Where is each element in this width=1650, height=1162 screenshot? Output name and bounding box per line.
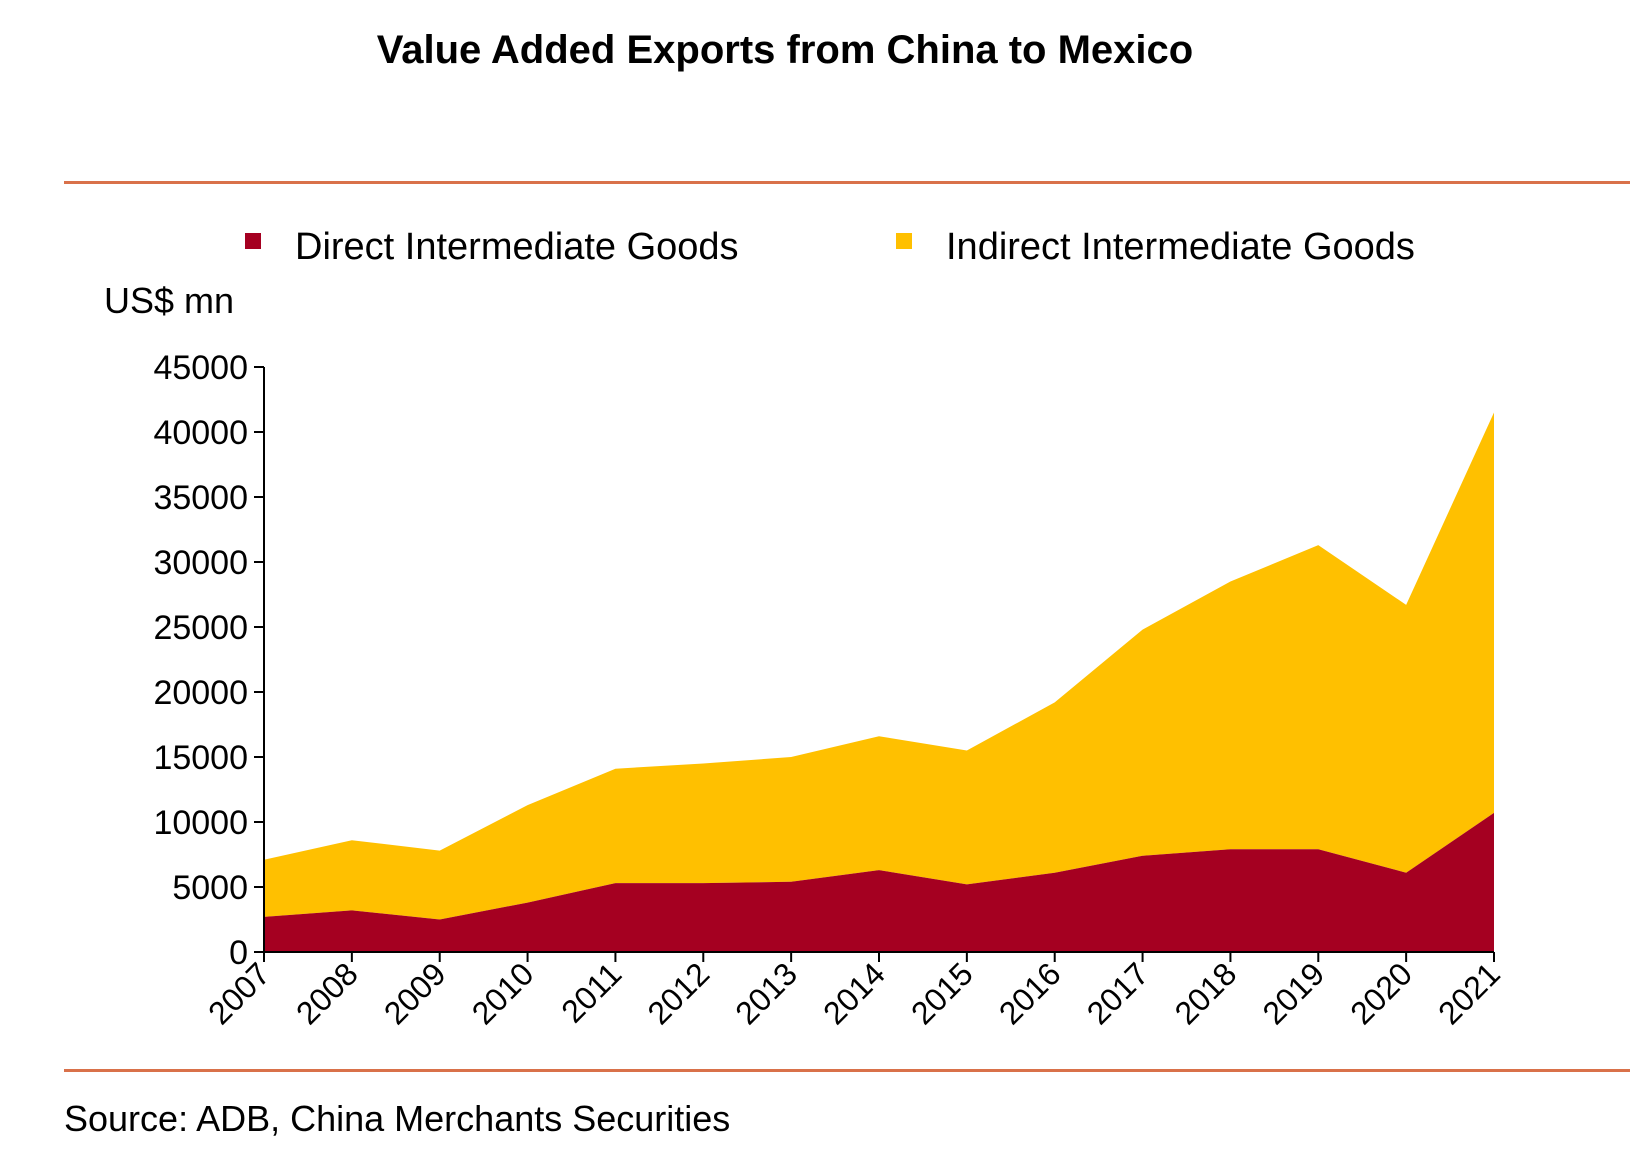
x-tick-label: 2013	[728, 955, 804, 1031]
y-tick-label: 20000	[153, 674, 248, 712]
x-tick-label: 2021	[1431, 955, 1507, 1031]
x-tick-label: 2015	[904, 955, 980, 1031]
x-tick-label: 2008	[289, 955, 365, 1031]
y-tick-label: 10000	[153, 804, 248, 842]
legend-label-direct: Direct Intermediate Goods	[295, 226, 739, 268]
y-tick-label: 40000	[153, 414, 248, 452]
source-note: Source: ADB, China Merchants Securities	[64, 1098, 731, 1139]
x-tick-label: 2011	[554, 955, 628, 1029]
y-tick-label: 0	[229, 934, 248, 972]
chart-title: Value Added Exports from China to Mexico	[376, 28, 1194, 72]
legend-item-direct: Direct Intermediate Goods	[245, 226, 739, 269]
y-tick-label: 25000	[153, 609, 248, 647]
legend-item-indirect: Indirect Intermediate Goods	[896, 226, 1415, 269]
y-tick-label: 5000	[172, 869, 248, 907]
legend-swatch-direct	[245, 232, 261, 249]
series-area-direct	[264, 812, 1494, 952]
x-tick-label: 2007	[201, 955, 277, 1031]
y-tick-label: 15000	[153, 739, 248, 777]
x-tick-label: 2020	[1343, 955, 1419, 1031]
x-tick-label: 2016	[992, 955, 1068, 1031]
legend-swatch-indirect	[896, 232, 912, 249]
x-tick-label: 2010	[465, 955, 541, 1031]
bottom-divider	[64, 1069, 1630, 1072]
y-tick-label: 35000	[153, 479, 248, 517]
series-area-indirect	[264, 412, 1494, 920]
x-tick-label: 2009	[377, 955, 453, 1031]
y-tick-label: 30000	[153, 544, 248, 582]
top-divider	[64, 181, 1630, 184]
x-tick-label: 2014	[816, 955, 892, 1031]
y-tick-label: 45000	[153, 349, 248, 387]
legend-label-indirect: Indirect Intermediate Goods	[946, 226, 1415, 268]
x-tick-label: 2012	[640, 955, 716, 1031]
x-tick-label: 2019	[1255, 955, 1331, 1031]
y-axis-label: US$ mn	[104, 280, 235, 321]
x-tick-label: 2018	[1168, 955, 1244, 1031]
x-tick-label: 2017	[1080, 955, 1156, 1031]
